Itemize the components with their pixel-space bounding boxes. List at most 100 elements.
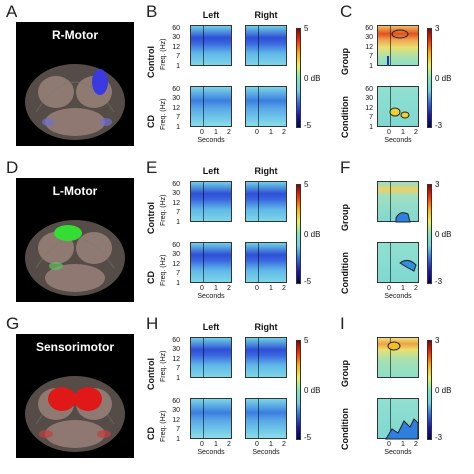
spectrogram-cd-right — [245, 86, 287, 127]
row-label-group: Group — [340, 360, 350, 387]
x-tick: 2 — [282, 129, 286, 136]
col-title-right: Right — [254, 166, 278, 176]
freq-tick: 60 — [365, 25, 373, 32]
colorbar-tick: 3 — [435, 336, 440, 345]
freq-tick: 7 — [176, 426, 180, 433]
row-label-condition: Condition — [340, 96, 350, 138]
spectrogram-control-left — [190, 181, 232, 222]
region-title: L-Motor — [52, 184, 98, 198]
freq-tick: 30 — [172, 34, 180, 41]
freq-tick: 12 — [172, 356, 180, 363]
freq-tick: 1 — [176, 375, 180, 382]
x-tick: 1 — [401, 129, 405, 136]
colorbar-tick: 5 — [304, 336, 309, 345]
spectrogram-control-right — [245, 181, 287, 222]
x-axis-label: Seconds — [197, 293, 225, 300]
spectrogram-cd-right — [245, 398, 287, 439]
colorbar-db — [296, 28, 301, 128]
freq-tick: 7 — [176, 114, 180, 121]
x-tick: 0 — [255, 129, 259, 136]
spectrogram-cd-right — [245, 242, 287, 283]
panel-letter-a: A — [6, 2, 18, 21]
freq-tick: 1 — [176, 219, 180, 226]
stat-map-condition — [377, 86, 419, 127]
panel-letter-i: I — [340, 314, 345, 333]
x-tick: 0 — [255, 285, 259, 292]
row-label-control: Control — [146, 202, 156, 234]
spectrogram-control-left — [190, 25, 232, 66]
colorbar-db — [296, 184, 301, 284]
x-tick: 2 — [414, 285, 418, 292]
row-label-condition: Condition — [340, 408, 350, 450]
x-tick: 1 — [214, 129, 218, 136]
freq-tick: 7 — [176, 209, 180, 216]
x-tick: 0 — [255, 441, 259, 448]
panel-letter-e: E — [146, 158, 158, 177]
freq-tick: 30 — [172, 346, 180, 353]
freq-tick: 1 — [176, 436, 180, 443]
x-tick: 1 — [269, 285, 273, 292]
freq-tick: 1 — [369, 124, 373, 131]
colorbar-tick: -5 — [304, 277, 312, 286]
spectrogram-cd-left — [190, 398, 232, 439]
colorbar-label: 0 dB — [304, 386, 321, 395]
x-tick: 1 — [269, 441, 273, 448]
x-tick: 0 — [200, 441, 204, 448]
spectrogram-control-right — [245, 25, 287, 66]
freq-tick: 60 — [172, 25, 180, 32]
colorbar-tick: -5 — [304, 121, 312, 130]
region-title: R-Motor — [52, 28, 98, 42]
panel-letter-b: B — [146, 2, 158, 21]
freq-tick: 1 — [176, 63, 180, 70]
brain-image-l-motor: L-Motor — [16, 178, 134, 302]
stat-map-group — [377, 337, 419, 378]
colorbar-label: 0 dB — [304, 74, 321, 83]
brain-image-sensorimotor: Sensorimotor — [16, 334, 134, 458]
panel-letter-d: D — [6, 158, 19, 177]
freq-tick: 60 — [172, 86, 180, 93]
brain-render — [25, 220, 125, 296]
row-label-control: Control — [146, 46, 156, 78]
freq-tick: 7 — [369, 114, 373, 121]
colorbar-stat — [427, 340, 432, 440]
colorbar-db — [296, 340, 301, 440]
x-tick: 1 — [214, 441, 218, 448]
colorbar-tick: -3 — [435, 277, 443, 286]
freq-tick: 7 — [176, 53, 180, 60]
freq-tick: 1 — [369, 63, 373, 70]
freq-tick: 30 — [365, 34, 373, 41]
col-title-left: Left — [202, 10, 220, 20]
x-tick: 2 — [414, 441, 418, 448]
row-label-cd: CD — [146, 271, 156, 284]
colorbar-tick: 5 — [304, 180, 309, 189]
freq-tick: 7 — [176, 365, 180, 372]
freq-tick: 12 — [172, 44, 180, 51]
freq-tick: 60 — [172, 337, 180, 344]
freq-tick: 30 — [172, 190, 180, 197]
x-tick: 0 — [387, 441, 391, 448]
panel-letter-h: H — [146, 314, 159, 333]
colorbar-label: 0 dB — [304, 230, 321, 239]
freq-tick: 12 — [172, 261, 180, 268]
stat-map-condition — [377, 398, 419, 440]
colorbar-tick: 3 — [435, 24, 440, 33]
freq-tick: 60 — [172, 398, 180, 405]
freq-tick: 12 — [365, 105, 373, 112]
row-label-control: Control — [146, 358, 156, 390]
activation-blob — [92, 69, 108, 95]
x-tick: 2 — [227, 129, 231, 136]
colorbar-label: 0 dB — [435, 230, 452, 239]
spectrogram-cd-left — [190, 86, 232, 127]
x-tick: 2 — [227, 441, 231, 448]
freq-tick: 30 — [172, 95, 180, 102]
stat-map-condition — [377, 242, 419, 283]
brain-render — [25, 376, 125, 452]
colorbar-stat — [427, 28, 432, 128]
freq-tick: 12 — [172, 200, 180, 207]
x-axis-label: Seconds — [384, 137, 412, 144]
x-axis-label: Seconds — [384, 293, 412, 300]
x-tick: 2 — [282, 285, 286, 292]
activation-blob — [74, 387, 102, 411]
x-tick: 0 — [387, 285, 391, 292]
colorbar-tick: 3 — [435, 180, 440, 189]
